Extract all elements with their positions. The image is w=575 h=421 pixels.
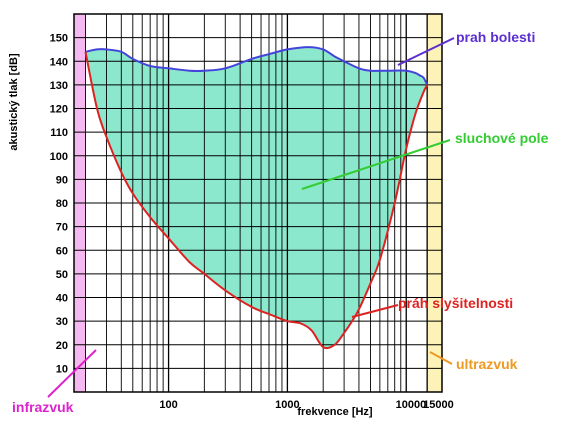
y-tick-labels: 10 20 30 40 50 60 70 80 90 100 110 120 130 140 150 [50, 33, 68, 376]
y-tick-label: 20 [56, 340, 68, 352]
y-tick-label: 150 [50, 33, 68, 45]
chart-curves [84, 46, 429, 350]
y-tick-label: 120 [50, 104, 68, 116]
y-tick-label: 50 [56, 269, 68, 281]
chart-annotations: prah bolesti sluchové pole práh slyšitelno… [12, 29, 549, 415]
y-tick-label: 140 [50, 56, 68, 68]
pain-threshold-line [85, 46, 429, 86]
hearing-threshold-line [84, 51, 429, 350]
y-tick-label: 10 [56, 363, 68, 375]
hearing-field-area [85, 47, 428, 349]
annotation-label: práh slyšitelnosti [398, 295, 513, 311]
annotation-pointer [351, 304, 399, 318]
y-tick-label: 110 [50, 127, 68, 139]
y-tick-label: 90 [56, 174, 68, 186]
chart-grid [74, 14, 442, 392]
y-tick-label: 130 [50, 80, 68, 92]
y-tick-label: 60 [56, 245, 68, 257]
y-tick-label: 80 [56, 198, 68, 210]
annotation-pointer [429, 351, 453, 365]
x-tick-label: 15000 [423, 399, 454, 411]
y-tick-label: 30 [56, 316, 68, 328]
x-tick-label: 10000 [396, 399, 427, 411]
annotation-label: prah bolesti [456, 29, 535, 45]
annotation-label: ultrazvuk [456, 356, 518, 372]
plot-frame [73, 13, 443, 393]
annotation-pointer [301, 139, 451, 190]
annotation-label: sluchové pole [455, 130, 549, 146]
x-tick-label: 100 [159, 399, 177, 411]
annotation-pointer [397, 37, 455, 66]
x-axis-label: frekvence [Hz] [297, 406, 373, 418]
y-tick-label: 100 [50, 151, 68, 163]
annotation-label: infrazvuk [12, 399, 74, 415]
y-tick-label: 70 [56, 222, 68, 234]
x-tick-label: 1000 [275, 399, 299, 411]
y-tick-label: 40 [56, 293, 68, 305]
y-axis-label: akustický tlak [dB] [8, 53, 20, 151]
annotation-pointer [47, 349, 97, 398]
